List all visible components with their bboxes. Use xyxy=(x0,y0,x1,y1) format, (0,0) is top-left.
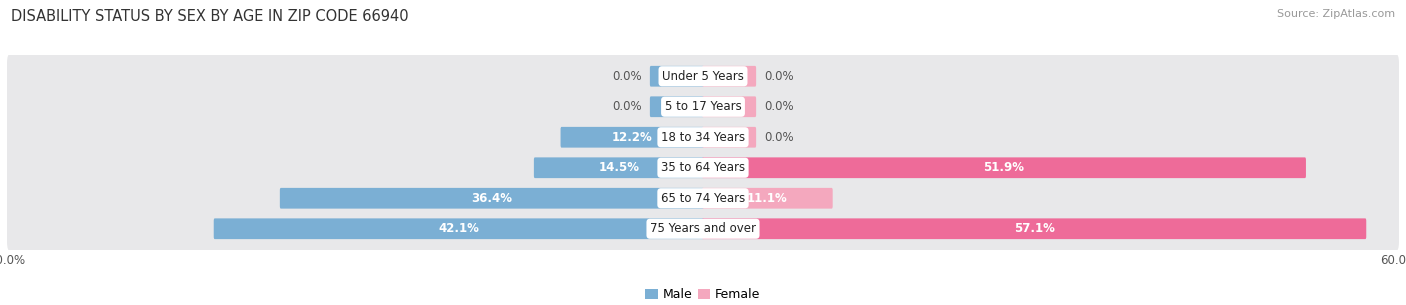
FancyBboxPatch shape xyxy=(702,218,1367,239)
Text: 5 to 17 Years: 5 to 17 Years xyxy=(665,100,741,113)
Text: 0.0%: 0.0% xyxy=(612,70,641,83)
FancyBboxPatch shape xyxy=(702,127,756,148)
FancyBboxPatch shape xyxy=(702,188,832,209)
FancyBboxPatch shape xyxy=(280,188,704,209)
FancyBboxPatch shape xyxy=(214,218,704,239)
FancyBboxPatch shape xyxy=(702,66,756,87)
Text: 0.0%: 0.0% xyxy=(765,131,794,144)
FancyBboxPatch shape xyxy=(534,157,704,178)
Text: 57.1%: 57.1% xyxy=(1014,222,1054,235)
Text: 0.0%: 0.0% xyxy=(612,100,641,113)
FancyBboxPatch shape xyxy=(561,127,704,148)
FancyBboxPatch shape xyxy=(7,206,1399,251)
Text: 51.9%: 51.9% xyxy=(984,161,1025,174)
Text: 36.4%: 36.4% xyxy=(471,192,512,205)
Text: 42.1%: 42.1% xyxy=(439,222,479,235)
Text: Source: ZipAtlas.com: Source: ZipAtlas.com xyxy=(1277,9,1395,19)
Text: 0.0%: 0.0% xyxy=(765,70,794,83)
Text: 12.2%: 12.2% xyxy=(612,131,652,144)
Text: 75 Years and over: 75 Years and over xyxy=(650,222,756,235)
FancyBboxPatch shape xyxy=(7,176,1399,221)
Legend: Male, Female: Male, Female xyxy=(641,283,765,305)
FancyBboxPatch shape xyxy=(7,145,1399,190)
FancyBboxPatch shape xyxy=(7,54,1399,99)
FancyBboxPatch shape xyxy=(702,157,1306,178)
Text: 65 to 74 Years: 65 to 74 Years xyxy=(661,192,745,205)
Text: 0.0%: 0.0% xyxy=(765,100,794,113)
Text: 18 to 34 Years: 18 to 34 Years xyxy=(661,131,745,144)
Text: 14.5%: 14.5% xyxy=(599,161,640,174)
Text: 35 to 64 Years: 35 to 64 Years xyxy=(661,161,745,174)
FancyBboxPatch shape xyxy=(650,66,704,87)
FancyBboxPatch shape xyxy=(7,115,1399,160)
Text: 11.1%: 11.1% xyxy=(747,192,787,205)
Text: Under 5 Years: Under 5 Years xyxy=(662,70,744,83)
FancyBboxPatch shape xyxy=(650,96,704,117)
Text: DISABILITY STATUS BY SEX BY AGE IN ZIP CODE 66940: DISABILITY STATUS BY SEX BY AGE IN ZIP C… xyxy=(11,9,409,24)
FancyBboxPatch shape xyxy=(702,96,756,117)
FancyBboxPatch shape xyxy=(7,84,1399,129)
